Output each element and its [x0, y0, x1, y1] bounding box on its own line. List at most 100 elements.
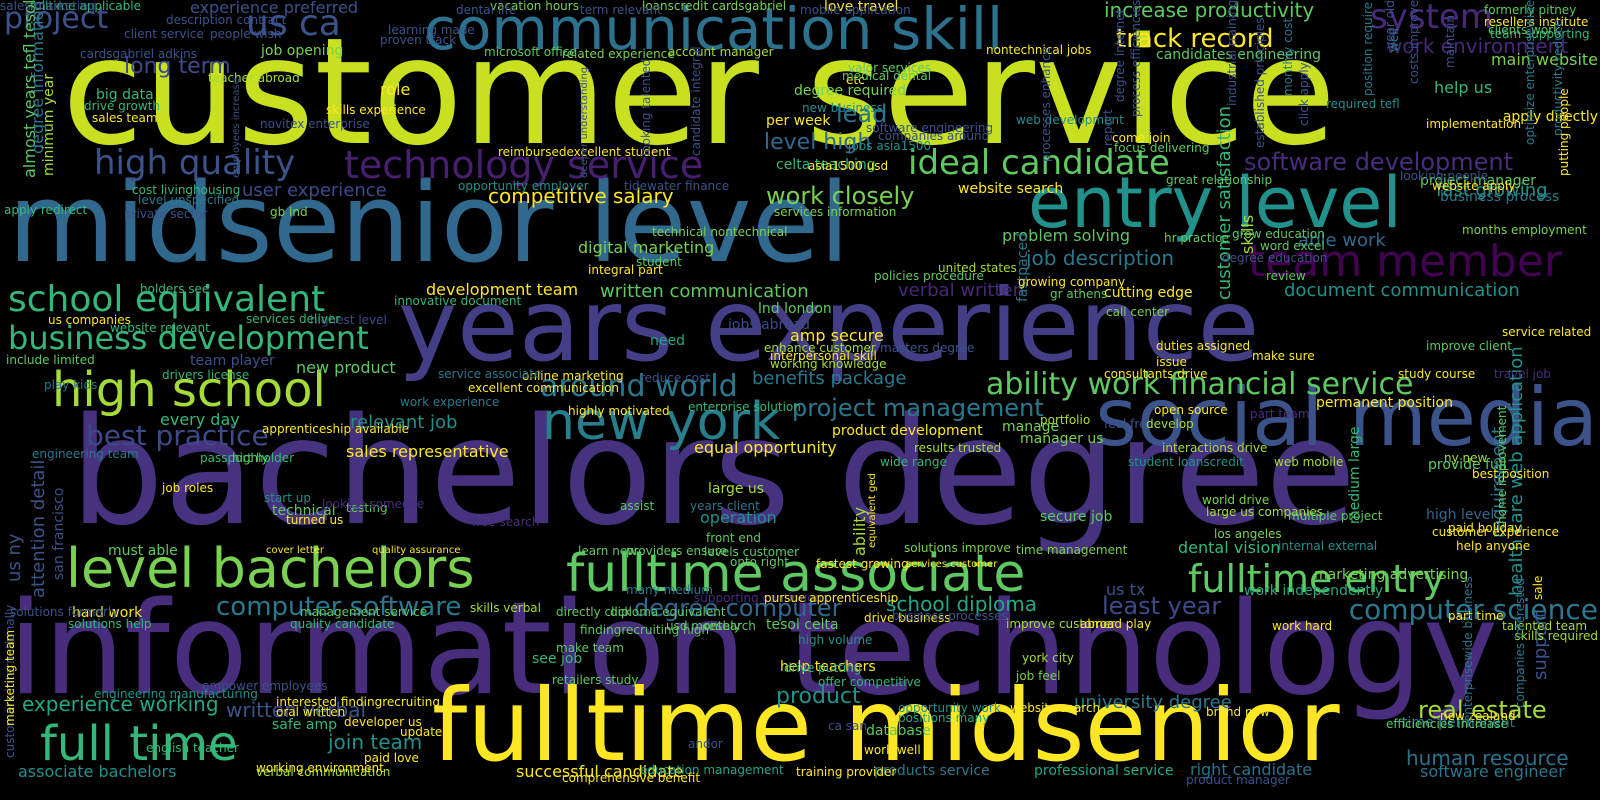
word: start up	[264, 491, 311, 505]
word: dental life	[456, 3, 517, 17]
word: year old	[1383, 0, 1397, 49]
word: see job	[532, 651, 583, 667]
word: business development	[8, 319, 369, 357]
word: written verbal	[226, 698, 367, 722]
word: offer competitive	[818, 675, 921, 689]
word: front end	[706, 531, 761, 545]
word: empower employees	[202, 679, 328, 693]
word: join team	[328, 730, 423, 754]
word: ca san	[828, 719, 867, 733]
word: related experience	[562, 47, 675, 61]
word: pursue apprenticeship	[764, 591, 899, 605]
word: attention detail	[28, 459, 49, 598]
word: internal external	[1278, 539, 1378, 553]
word: engineering team	[32, 447, 139, 461]
word: full time	[40, 716, 238, 772]
word: manage	[1002, 419, 1060, 435]
word: solutions formerly	[10, 605, 119, 619]
word: time management	[1016, 543, 1128, 557]
word: work independently	[1244, 583, 1384, 599]
word: relevant job	[350, 412, 458, 433]
word: secure job	[1040, 509, 1113, 525]
word: years client	[690, 499, 760, 513]
word: job feel	[1016, 669, 1061, 683]
word: cover letter	[266, 545, 325, 556]
word: learning made	[388, 23, 475, 37]
word: hard work	[72, 605, 143, 621]
word: solutions improve	[904, 541, 1011, 555]
word: team player	[190, 353, 275, 369]
word: companies interested	[1513, 577, 1527, 708]
word: us companies	[48, 313, 131, 327]
word: wide range	[880, 455, 947, 469]
word: findingrecruiting high	[580, 623, 710, 637]
word: new product	[296, 358, 396, 377]
word: website apply	[1432, 179, 1516, 193]
word: development team	[426, 280, 579, 299]
word: help anyone	[1456, 539, 1531, 553]
word: client service	[124, 27, 204, 41]
word: permanent position	[1316, 395, 1453, 411]
word: feel free	[1104, 417, 1154, 431]
word: candidate integral	[689, 46, 703, 156]
word: include limited	[6, 353, 95, 367]
word: companies around	[878, 129, 990, 143]
word: business process	[1440, 189, 1560, 205]
word: product	[776, 684, 861, 709]
word: quality assurance	[372, 545, 461, 556]
word: teacher abroad	[208, 71, 300, 85]
word: project manager	[1420, 173, 1536, 189]
word: working environment	[256, 761, 384, 775]
word: experience working	[22, 692, 219, 716]
word: established principles	[1253, 17, 1267, 148]
word: word excel	[1260, 239, 1325, 253]
word: help teachers	[780, 659, 876, 675]
word: midsenior level	[8, 159, 850, 287]
word: call center	[1106, 305, 1170, 319]
word: amp secure	[790, 326, 884, 345]
word: industrial training	[1225, 0, 1239, 107]
word: successful candidate	[516, 762, 684, 781]
word: enhance customer	[764, 341, 876, 355]
word: human resource	[1406, 746, 1569, 770]
word: software engineer	[1420, 762, 1565, 781]
word: directly click	[556, 605, 632, 619]
word: need	[650, 333, 685, 349]
word: tidewater finance	[624, 179, 730, 193]
word: software engineering	[866, 121, 994, 135]
word: benefits package	[752, 368, 907, 389]
word: website search	[1010, 701, 1101, 715]
word: position require	[1361, 1, 1375, 96]
word: fulltime associate	[566, 544, 1026, 604]
word: associate bachelors	[18, 762, 177, 781]
word: business processes	[892, 609, 1008, 623]
word: make team	[556, 641, 624, 655]
word: team member	[1248, 236, 1563, 287]
word: excellent communication	[468, 381, 620, 395]
word: ny new	[1444, 451, 1488, 465]
word: verbal written	[898, 280, 1025, 301]
word: efficiencies increase	[1386, 717, 1508, 731]
word: verbal communication	[256, 765, 391, 779]
word: interested findingrecruiting	[276, 695, 440, 709]
word: process efficiencies	[1129, 0, 1143, 118]
word: part team	[1250, 407, 1310, 421]
word: review	[1266, 269, 1306, 283]
word: communication skill	[424, 0, 1004, 63]
word: increase productivity	[1104, 0, 1315, 22]
word: job roles	[162, 481, 214, 495]
word: employees increase	[231, 78, 242, 178]
word: services customer	[906, 559, 998, 570]
word: student loanscredit	[1128, 455, 1244, 469]
word: looking people	[1400, 169, 1489, 183]
word: report	[1101, 109, 1115, 146]
word: policies procedure	[874, 269, 984, 283]
word: play kids	[44, 378, 98, 392]
word: level bachelors	[66, 537, 475, 600]
word: brand new	[1206, 705, 1270, 719]
word: account manager	[668, 45, 774, 59]
word: manager us	[1020, 431, 1104, 447]
word: job opening	[261, 43, 344, 59]
word: innovative document	[394, 294, 522, 308]
word: us tx	[1106, 580, 1146, 599]
